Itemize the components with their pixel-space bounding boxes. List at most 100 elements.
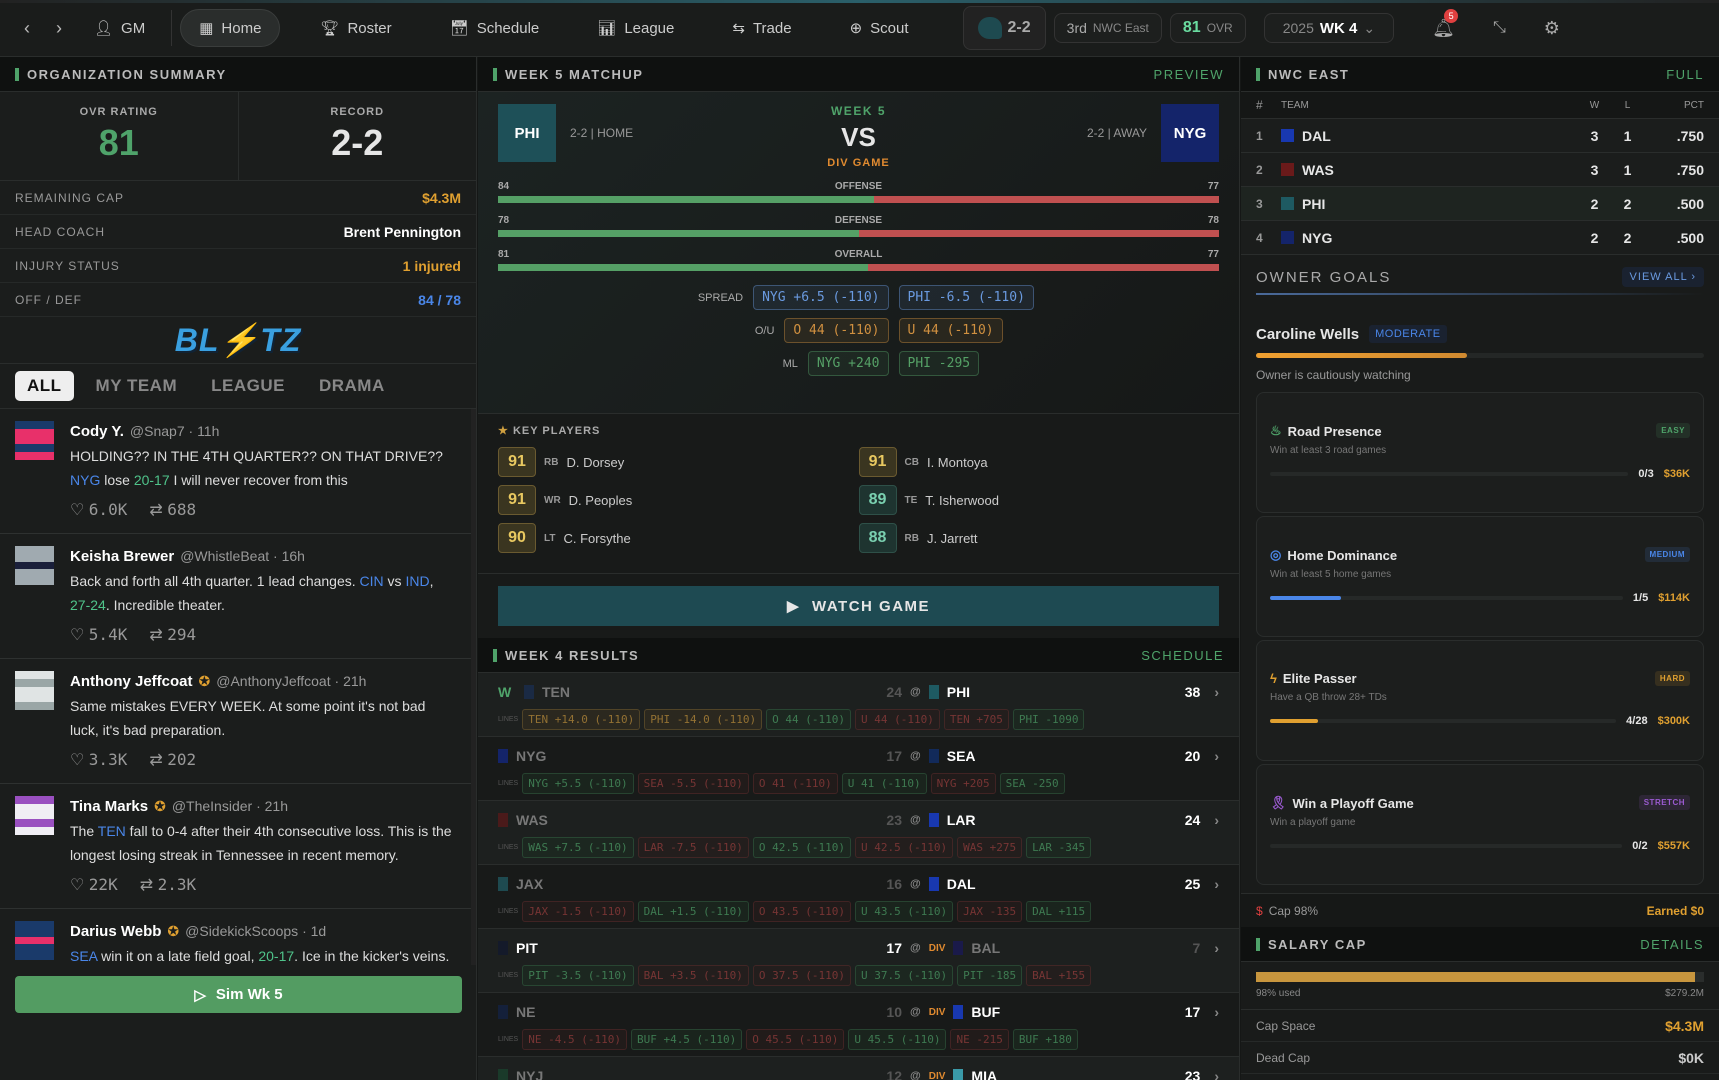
ovr-pill[interactable]: 81 OVR: [1169, 13, 1246, 43]
line-chip[interactable]: PHI -1090: [1012, 709, 1085, 730]
line-chip[interactable]: U 45.5 (-110): [848, 1029, 947, 1050]
line-chip[interactable]: BUF +180: [1012, 1029, 1078, 1050]
line-chip[interactable]: DAL +1.5 (-110): [637, 901, 749, 922]
tab-all[interactable]: ALL: [15, 371, 74, 401]
key-player[interactable]: 91 WR D. Peoples: [498, 485, 859, 515]
forward-icon[interactable]: ›: [56, 17, 62, 38]
line-chip[interactable]: O 45.5 (-110): [746, 1029, 845, 1050]
line-chip[interactable]: BAL +3.5 (-110): [637, 965, 749, 986]
like-button[interactable]: ♡ 6.0K: [70, 500, 128, 519]
line-chip[interactable]: PIT -185: [957, 965, 1023, 986]
line-chip[interactable]: U 44 (-110): [855, 709, 940, 730]
line-chip[interactable]: JAX -1.5 (-110): [522, 901, 634, 922]
line-chip[interactable]: O 37.5 (-110): [752, 965, 852, 986]
standings-row[interactable]: 1 DAL 3 1.750: [1241, 119, 1719, 153]
away-team-badge[interactable]: NYG: [1161, 104, 1219, 162]
line-chip[interactable]: O 44 (-110): [766, 709, 852, 730]
back-icon[interactable]: ‹: [24, 17, 30, 38]
line-chip[interactable]: NE -215: [950, 1029, 1009, 1050]
line-chip[interactable]: LAR -345: [1026, 837, 1092, 858]
key-player[interactable]: 89 TE T. Isherwood: [858, 485, 1220, 515]
line-chip[interactable]: O 43.5 (-110): [752, 901, 852, 922]
line-chip[interactable]: O 42.5 (-110): [752, 837, 852, 858]
game-result-row[interactable]: NYG 17 @ SEA 20 › LINES NYG +5.5 (-110) SEA -5.5…: [478, 737, 1239, 801]
nav-roster[interactable]: 🏆︎ Roster: [320, 19, 392, 38]
view-all-button[interactable]: VIEW ALL ›: [1621, 267, 1704, 287]
sim-week-button[interactable]: ▷ Sim Wk 5: [15, 976, 462, 1013]
game-result-row[interactable]: NYJ 12 @ DIV MIA 23 ›: [478, 1057, 1239, 1080]
key-player[interactable]: 88 RB J. Jarrett: [858, 523, 1220, 553]
home-team-badge[interactable]: PHI: [498, 104, 556, 162]
line-chip[interactable]: SEA -5.5 (-110): [637, 773, 749, 794]
standings-row[interactable]: 2 WAS 3 1.750: [1241, 153, 1719, 187]
tab-my-team[interactable]: MY TEAM: [95, 376, 178, 395]
nav-schedule[interactable]: 📅︎ Schedule: [449, 19, 540, 38]
line-chip[interactable]: WAS +275: [957, 837, 1023, 858]
collapse-icon[interactable]: ⤡: [1492, 19, 1506, 36]
line-chip[interactable]: U 37.5 (-110): [855, 965, 954, 986]
game-result-row[interactable]: JAX 16 @ DAL 25 › LINES JAX -1.5 (-110) DAL +1.5…: [478, 865, 1239, 929]
season-week-select[interactable]: 2025 WK 4 ⌄: [1263, 13, 1395, 43]
game-result-row[interactable]: NE 10 @ DIV BUF 17 › LINES NE -4.5 (-110) BUF +4.…: [478, 993, 1239, 1057]
line-chip[interactable]: TEN +705: [943, 709, 1009, 730]
avatar[interactable]: [15, 546, 54, 585]
line-chip[interactable]: U 41 (-110): [841, 773, 927, 794]
team-record-pill[interactable]: 2-2: [962, 6, 1046, 50]
schedule-link[interactable]: SCHEDULE: [1141, 647, 1224, 663]
avatar[interactable]: [15, 921, 54, 960]
nav-home[interactable]: ▦ Home: [180, 9, 281, 47]
bet-chip[interactable]: PHI -6.5 (-110): [898, 285, 1034, 310]
repost-button[interactable]: ⇄ 688: [149, 500, 197, 519]
line-chip[interactable]: BAL +155: [1026, 965, 1092, 986]
avatar[interactable]: [15, 421, 54, 460]
line-chip[interactable]: DAL +115: [1026, 901, 1092, 922]
game-result-row[interactable]: WAS 23 @ LAR 24 › LINES WAS +7.5 (-110) LAR -7.5…: [478, 801, 1239, 865]
nav-scout[interactable]: ⊕ Scout: [849, 19, 909, 38]
line-chip[interactable]: PHI -14.0 (-110): [644, 709, 763, 730]
nav-trade[interactable]: ⇆ Trade: [732, 19, 792, 38]
line-chip[interactable]: JAX -135: [957, 901, 1023, 922]
key-player[interactable]: 91 RB D. Dorsey: [498, 447, 859, 477]
bet-chip[interactable]: U 44 (-110): [898, 318, 1003, 343]
line-chip[interactable]: WAS +7.5 (-110): [522, 837, 634, 858]
goal-card[interactable]: 🎗︎ Win a Playoff Game STRETCH Win a playoff…: [1256, 764, 1704, 885]
line-chip[interactable]: NE -4.5 (-110): [522, 1029, 627, 1050]
line-chip[interactable]: BUF +4.5 (-110): [630, 1029, 743, 1050]
notifications-button[interactable]: 🔔︎ 5: [1432, 8, 1459, 39]
standings-row[interactable]: 3 PHI 2 2.500: [1241, 187, 1719, 221]
goal-card[interactable]: ◎ Home Dominance MEDIUM Win at least 5 home…: [1256, 516, 1704, 637]
line-chip[interactable]: U 43.5 (-110): [855, 901, 954, 922]
avatar[interactable]: [15, 671, 54, 710]
watch-game-button[interactable]: ▶ WATCH GAME: [498, 586, 1219, 626]
line-chip[interactable]: U 42.5 (-110): [855, 837, 954, 858]
like-button[interactable]: ♡ 22K: [70, 875, 118, 894]
preview-link[interactable]: PREVIEW: [1153, 66, 1224, 82]
game-result-row[interactable]: W TEN 24 @ PHI 38 › LINES TEN +14.0 (-110) PHI -1…: [478, 673, 1239, 737]
tab-drama[interactable]: DRAMA: [318, 376, 385, 395]
salary-details-link[interactable]: DETAILS: [1640, 936, 1704, 952]
bet-chip[interactable]: PHI -295: [898, 351, 980, 376]
tab-league[interactable]: LEAGUE: [211, 376, 285, 395]
key-player[interactable]: 90 LT C. Forsythe: [498, 523, 859, 553]
goal-card[interactable]: ♨ Road Presence EASY Win at least 3 road ga…: [1256, 392, 1704, 513]
repost-button[interactable]: ⇄ 2.3K: [139, 875, 197, 894]
key-player[interactable]: 91 CB I. Montoya: [858, 447, 1220, 477]
line-chip[interactable]: PIT -3.5 (-110): [522, 965, 634, 986]
line-chip[interactable]: NYG +205: [930, 773, 996, 794]
repost-button[interactable]: ⇄ 294: [149, 625, 197, 644]
avatar[interactable]: [15, 796, 54, 835]
like-button[interactable]: ♡ 3.3K: [70, 750, 128, 769]
gear-icon[interactable]: ⚙: [1543, 17, 1560, 38]
bet-chip[interactable]: O 44 (-110): [784, 318, 889, 343]
line-chip[interactable]: TEN +14.0 (-110): [522, 709, 641, 730]
bet-chip[interactable]: NYG +6.5 (-110): [753, 285, 889, 310]
game-result-row[interactable]: PIT 17 @ DIV BAL 7 › LINES PIT -3.5 (-110) BAL +3…: [478, 929, 1239, 993]
line-chip[interactable]: LAR -7.5 (-110): [637, 837, 749, 858]
standings-row[interactable]: 4 NYG 2 2.500: [1241, 221, 1719, 255]
goal-card[interactable]: ϟ Elite Passer HARD Have a QB throw 28+ TDs…: [1256, 640, 1704, 761]
standing-pill[interactable]: 3rd NWC East: [1053, 13, 1162, 43]
line-chip[interactable]: O 41 (-110): [752, 773, 838, 794]
line-chip[interactable]: NYG +5.5 (-110): [522, 773, 634, 794]
nav-league[interactable]: 📊︎ League: [597, 19, 675, 38]
full-standings-link[interactable]: FULL: [1666, 66, 1704, 82]
